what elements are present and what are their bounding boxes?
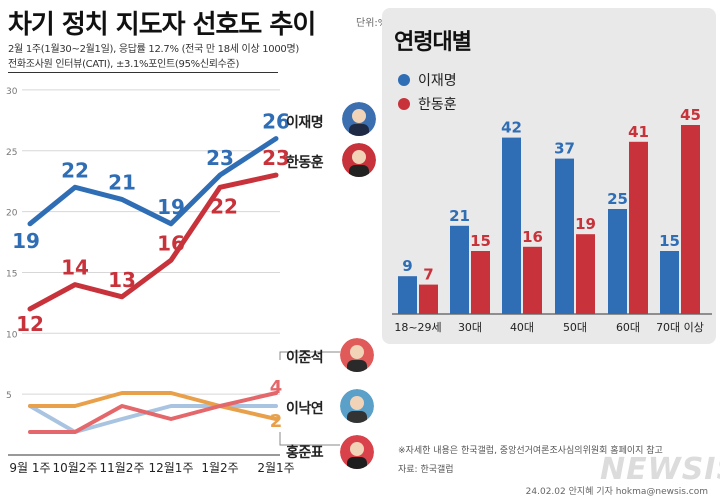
connector (279, 432, 340, 446)
title-rule (8, 72, 278, 73)
data-label: 14 (61, 256, 89, 280)
legend-label-lee: 이재명 (418, 73, 457, 89)
connector (279, 351, 340, 360)
data-label: 23 (206, 146, 234, 170)
data-label: 22 (210, 194, 238, 218)
x-tick-label: 1월2주 (201, 461, 238, 475)
data-label: 16 (157, 231, 185, 255)
series-line-lee (27, 136, 279, 227)
x-tick-label: 9월 1주 (9, 461, 50, 475)
source: 자료: 한국갤럽 (398, 465, 454, 475)
end-label-lee_jun: 2 (270, 411, 283, 432)
x-tick-label: 12월1주 (149, 461, 194, 475)
lee-nakyon-photo (340, 389, 374, 423)
legend-marker-han (398, 98, 410, 110)
data-label: 13 (108, 268, 136, 292)
x-tick-label: 11월2주 (100, 461, 145, 475)
label-han-donghoon: 한동훈 (286, 155, 324, 171)
trend-line-chart: 5 10 15 20 25 30 9월 1주 10월2주 11월2주 12월1주 1월2주 2월1주 1… (6, 87, 340, 475)
x-tick-label: 2월1주 (257, 461, 294, 475)
y-tick-label: 10 (6, 330, 18, 340)
data-label: 19 (157, 195, 185, 219)
footnote: ※자세한 내용은 한국갤럽, 중앙선거여론조사심의위원회 홈페이지 참고 (398, 446, 663, 456)
data-label: 22 (61, 158, 89, 182)
label-lee-junseok: 이준석 (286, 350, 324, 366)
survey-method: 전화조사원 인터뷰(CATI), ±3.1%포인트(95%신뢰수준) (8, 59, 240, 70)
label-lee-nakyon: 이낙연 (286, 401, 324, 417)
survey-info: 2월 1주(1월30~2월1일), 응답률 12.7% (전국 만 18세 이상… (8, 44, 299, 55)
hong-junpyo-photo (340, 435, 374, 469)
series-line-han (27, 172, 279, 312)
han-donghoon-photo (342, 143, 376, 177)
y-tick-label: 20 (6, 209, 18, 219)
end-label-hong: 4 (270, 377, 283, 398)
y-tick-label: 15 (6, 269, 17, 279)
label-lee-jaemyung: 이재명 (286, 115, 324, 131)
series-line-hong (28, 391, 278, 434)
lee-jaemyung-photo (342, 102, 376, 136)
legend-han: 한동훈 (398, 94, 457, 114)
legend-lee: 이재명 (398, 70, 457, 90)
data-label: 21 (108, 170, 136, 194)
brand-logo: NEWSIS (600, 452, 720, 487)
y-tick-label: 25 (6, 148, 17, 158)
y-tick-label: 5 (6, 391, 12, 401)
data-label: 12 (16, 312, 44, 336)
age-panel-title: 연령대별 (394, 30, 472, 55)
series-line-lee_jun (28, 391, 278, 421)
legend-label-han: 한동훈 (418, 97, 457, 113)
label-hong-junpyo: 홍준표 (286, 445, 324, 461)
y-tick-label: 30 (6, 87, 18, 97)
data-label: 19 (12, 229, 40, 253)
unit-label: 단위:% (356, 18, 388, 29)
legend-marker-lee (398, 74, 410, 86)
credit: 24.02.02 안지혜 기자 hokma@newsis.com (525, 487, 708, 497)
x-tick-label: 10월2주 (53, 461, 98, 475)
age-panel (382, 8, 716, 344)
data-label: 23 (262, 146, 290, 170)
page-title: 차기 정치 지도자 선호도 추이 (8, 10, 316, 40)
data-label: 26 (262, 110, 290, 134)
lee-junseok-photo (340, 338, 374, 372)
